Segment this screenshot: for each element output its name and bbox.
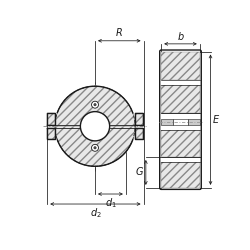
Polygon shape: [55, 126, 135, 166]
Text: b: b: [177, 32, 184, 42]
Text: $d_1$: $d_1$: [104, 196, 116, 210]
Text: G: G: [136, 168, 143, 177]
Bar: [135, 113, 143, 125]
Bar: [161, 86, 200, 113]
Bar: [47, 113, 55, 125]
Circle shape: [80, 112, 110, 141]
Polygon shape: [55, 86, 135, 126]
Bar: [47, 128, 55, 139]
Bar: [161, 118, 173, 125]
Bar: [161, 162, 200, 188]
Bar: [135, 113, 143, 125]
Bar: [161, 130, 200, 157]
Circle shape: [92, 144, 98, 151]
Bar: [135, 128, 143, 139]
Bar: [135, 128, 143, 139]
Circle shape: [94, 104, 96, 106]
Bar: [161, 52, 200, 80]
Bar: [161, 157, 200, 162]
Bar: [161, 86, 200, 113]
Bar: [161, 162, 200, 188]
Bar: [47, 128, 55, 139]
Bar: [161, 130, 200, 157]
Bar: [161, 80, 200, 86]
Bar: [173, 118, 188, 125]
Text: $d_2$: $d_2$: [90, 206, 101, 220]
Bar: [188, 118, 200, 125]
Text: E: E: [213, 115, 219, 125]
Bar: [161, 113, 200, 130]
Circle shape: [94, 147, 96, 149]
Text: R: R: [116, 28, 123, 38]
Bar: [47, 113, 55, 125]
Bar: [161, 52, 200, 80]
Circle shape: [92, 101, 98, 108]
